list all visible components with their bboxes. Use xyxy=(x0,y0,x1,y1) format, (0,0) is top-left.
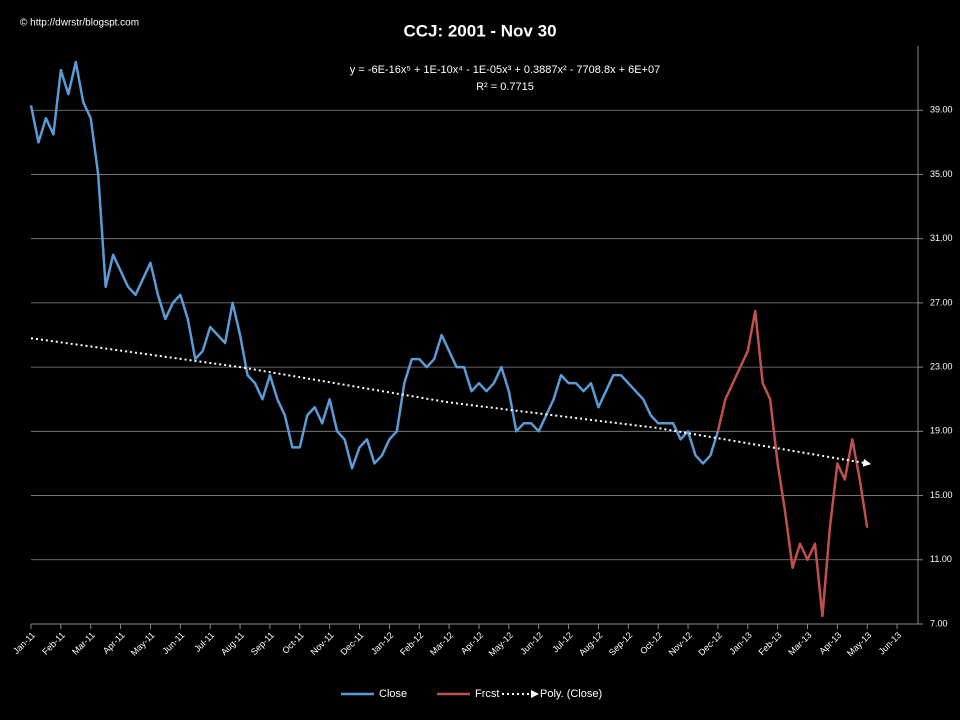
y-tick-label: 23.00 xyxy=(930,361,953,371)
y-tick-label: 19.00 xyxy=(930,426,953,436)
legend-label: Frcst xyxy=(475,688,499,700)
line xyxy=(29,60,720,470)
y-tick-label: 39.00 xyxy=(930,105,953,115)
credit: © http://dwrstr/blogspt.com xyxy=(20,18,139,29)
legend-label: Close xyxy=(379,688,407,700)
trend-line xyxy=(30,337,872,467)
y-tick-label: 31.00 xyxy=(930,233,953,243)
y-tick-label: 11.00 xyxy=(930,554,952,564)
y-tick-label: 35.00 xyxy=(930,169,953,179)
y-tick-label: 15.00 xyxy=(930,490,953,500)
y-tick-label: 7.00 xyxy=(930,618,948,628)
y-tick-label: 27.00 xyxy=(930,297,953,307)
line xyxy=(716,309,869,618)
equation: y = -6E-16x⁵ + 1E-10x⁴ - 1E-05x³ + 0.388… xyxy=(350,64,660,76)
legend-label: Poly. (Close) xyxy=(540,688,602,700)
r-squared: R² = 0.7715 xyxy=(476,81,534,93)
chart-title: CCJ: 2001 - Nov 30 xyxy=(403,21,556,40)
